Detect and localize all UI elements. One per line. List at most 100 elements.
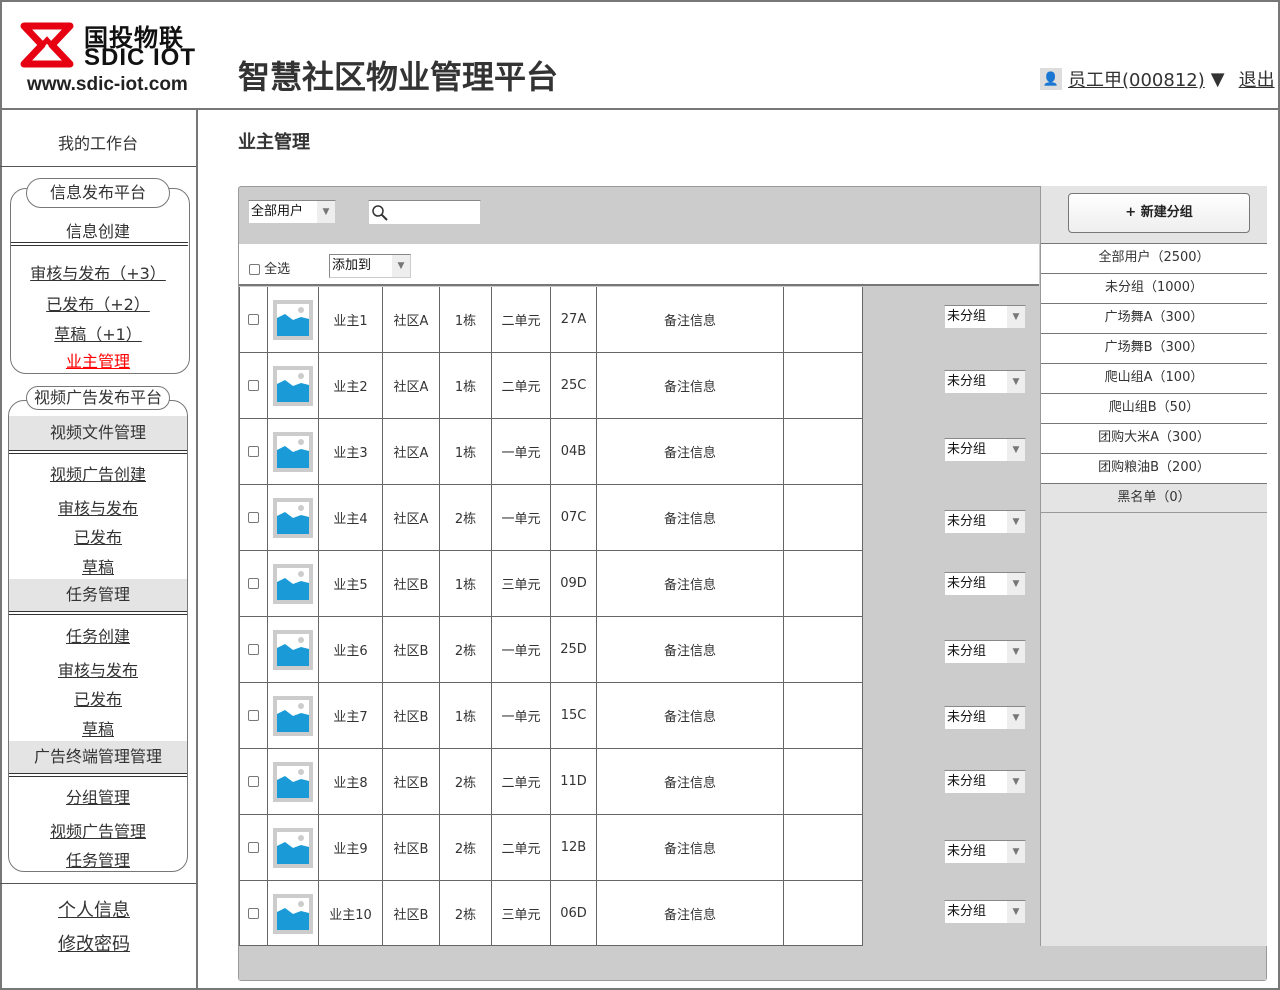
community: 社区B bbox=[383, 881, 440, 946]
image-placeholder-icon bbox=[273, 563, 313, 604]
group-item[interactable]: 全部用户（2500） bbox=[1041, 243, 1267, 273]
sidebar-item-drafts[interactable]: 草稿（+1） bbox=[54, 325, 142, 344]
sidebar-item-task-review[interactable]: 审核与发布 bbox=[57, 661, 138, 680]
checkbox-box[interactable] bbox=[248, 578, 259, 589]
row-checkbox[interactable] bbox=[240, 287, 268, 352]
community-text: 社区A bbox=[393, 446, 429, 461]
sidebar-item-task-published[interactable]: 已发布 bbox=[73, 690, 122, 709]
empty-cell bbox=[784, 353, 863, 418]
sidebar-item-video-published[interactable]: 已发布 bbox=[73, 528, 122, 547]
checkbox-box[interactable] bbox=[248, 380, 259, 391]
dropdown-arrow-icon[interactable]: ▼ bbox=[1210, 68, 1225, 90]
sidebar-item-task-drafts[interactable]: 草稿 bbox=[81, 720, 114, 739]
section-video-files[interactable]: 视频文件管理 bbox=[9, 416, 187, 450]
row-checkbox[interactable] bbox=[240, 881, 268, 946]
remark-text: 备注信息 bbox=[663, 644, 716, 659]
row-group-select[interactable]: 未分组 ▼ bbox=[944, 706, 1026, 730]
row-group-select[interactable]: 未分组 ▼ bbox=[944, 900, 1026, 924]
remark: 备注信息 bbox=[597, 353, 784, 418]
sidebar-item-task-create[interactable]: 任务创建 bbox=[65, 627, 130, 646]
sidebar-item-info-create[interactable]: 信息创建 bbox=[65, 222, 130, 241]
sidebar-item-change-password[interactable]: 修改密码 bbox=[58, 934, 130, 955]
owner-photo bbox=[268, 683, 319, 748]
row-group-select[interactable]: 未分组 ▼ bbox=[944, 438, 1026, 462]
row-checkbox[interactable] bbox=[240, 353, 268, 418]
checkbox-box[interactable] bbox=[248, 710, 259, 721]
checkbox-box[interactable] bbox=[248, 776, 259, 787]
row-checkbox[interactable] bbox=[240, 815, 268, 880]
unit: 二单元 bbox=[492, 287, 551, 352]
user-menu[interactable]: 👤 员工甲(000812) ▼ 退出 bbox=[1040, 66, 1275, 92]
row-group-select[interactable]: 未分组 ▼ bbox=[944, 840, 1026, 864]
empty-cell bbox=[784, 551, 863, 616]
row-group-select[interactable]: 未分组 ▼ bbox=[944, 370, 1026, 394]
chevron-down-icon: ▼ bbox=[1007, 901, 1025, 923]
sidebar-item-workbench[interactable]: 我的工作台 bbox=[57, 134, 138, 153]
checkbox-box[interactable] bbox=[248, 644, 259, 655]
owner-name-text: 业主9 bbox=[333, 842, 368, 857]
user-name-link[interactable]: 员工甲(000812) bbox=[1068, 70, 1205, 91]
add-to-select[interactable]: 添加到 ▼ bbox=[329, 254, 411, 278]
section-tasks[interactable]: 任务管理 bbox=[9, 579, 187, 611]
row-group-select[interactable]: 未分组 ▼ bbox=[944, 640, 1026, 664]
sidebar-item-review[interactable]: 审核与发布（+3） bbox=[30, 264, 166, 283]
row-group-select[interactable]: 未分组 ▼ bbox=[944, 770, 1026, 794]
row-checkbox[interactable] bbox=[240, 617, 268, 682]
checkbox-box[interactable] bbox=[248, 512, 259, 523]
row-group-value: 未分组 bbox=[947, 576, 987, 591]
owner-photo bbox=[268, 881, 319, 946]
community: 社区A bbox=[383, 419, 440, 484]
group-item[interactable]: 广场舞A（300） bbox=[1041, 303, 1267, 333]
row-checkbox[interactable] bbox=[240, 683, 268, 748]
search-input[interactable] bbox=[368, 200, 481, 225]
group-item[interactable]: 未分组（1000） bbox=[1041, 273, 1267, 303]
select-all-checkbox[interactable]: 全选 bbox=[249, 258, 290, 277]
sidebar-item-video-drafts[interactable]: 草稿 bbox=[81, 558, 114, 577]
remark-text: 备注信息 bbox=[663, 710, 716, 725]
sidebar-item-owner-management[interactable]: 业主管理 bbox=[65, 352, 130, 371]
owner-name: 业主10 bbox=[319, 881, 383, 946]
select-all-label: 全选 bbox=[264, 262, 291, 277]
group-item[interactable]: 广场舞B（300） bbox=[1041, 333, 1267, 363]
user-filter-select[interactable]: 全部用户 ▼ bbox=[248, 200, 336, 224]
section-terminals[interactable]: 广告终端管理管理 bbox=[9, 741, 187, 773]
chevron-down-icon: ▼ bbox=[1007, 771, 1025, 793]
group-item[interactable]: 爬山组A（100） bbox=[1041, 363, 1267, 393]
group-item[interactable]: 爬山组B（50） bbox=[1041, 393, 1267, 423]
row-group-select[interactable]: 未分组 ▼ bbox=[944, 572, 1026, 596]
search-icon bbox=[372, 205, 388, 221]
sidebar-item-personal-info[interactable]: 个人信息 bbox=[58, 900, 130, 921]
sidebar-item-video-ad-management[interactable]: 视频广告管理 bbox=[49, 822, 146, 841]
group-item[interactable]: 团购粮油B（200） bbox=[1041, 453, 1267, 483]
row-checkbox[interactable] bbox=[240, 485, 268, 550]
new-group-button[interactable]: + 新建分组 bbox=[1068, 193, 1250, 233]
checkbox-box[interactable] bbox=[248, 908, 259, 919]
checkbox-box[interactable] bbox=[248, 446, 259, 457]
row-group-select[interactable]: 未分组 ▼ bbox=[944, 305, 1026, 329]
community-text: 社区A bbox=[393, 314, 429, 329]
checkbox-box[interactable] bbox=[248, 314, 259, 325]
row-checkbox[interactable] bbox=[240, 749, 268, 814]
checkbox-box[interactable] bbox=[248, 842, 259, 853]
building-text: 1栋 bbox=[454, 710, 477, 725]
building: 1栋 bbox=[440, 353, 492, 418]
group-item[interactable]: 黑名单（0） bbox=[1041, 483, 1267, 513]
sidebar-item-published[interactable]: 已发布（+2） bbox=[46, 295, 150, 314]
sidebar-item-group-management[interactable]: 分组管理 bbox=[65, 788, 130, 807]
unit-text: 二单元 bbox=[501, 314, 541, 329]
sidebar-item-video-review[interactable]: 审核与发布 bbox=[57, 499, 138, 518]
row-checkbox[interactable] bbox=[240, 551, 268, 616]
row-group-select[interactable]: 未分组 ▼ bbox=[944, 510, 1026, 534]
logout-link[interactable]: 退出 bbox=[1238, 70, 1275, 91]
building: 1栋 bbox=[440, 551, 492, 616]
table-row: 业主8 社区B 2栋 二单元 11D 备注信息 bbox=[240, 749, 863, 815]
building: 2栋 bbox=[440, 881, 492, 946]
group-item[interactable]: 团购大米A（300） bbox=[1041, 423, 1267, 453]
checkbox-box[interactable] bbox=[249, 264, 260, 275]
remark-text: 备注信息 bbox=[663, 908, 716, 923]
sidebar-item-video-create[interactable]: 视频广告创建 bbox=[49, 465, 146, 484]
building: 1栋 bbox=[440, 419, 492, 484]
row-checkbox[interactable] bbox=[240, 419, 268, 484]
sidebar-item-task-management[interactable]: 任务管理 bbox=[65, 851, 130, 870]
